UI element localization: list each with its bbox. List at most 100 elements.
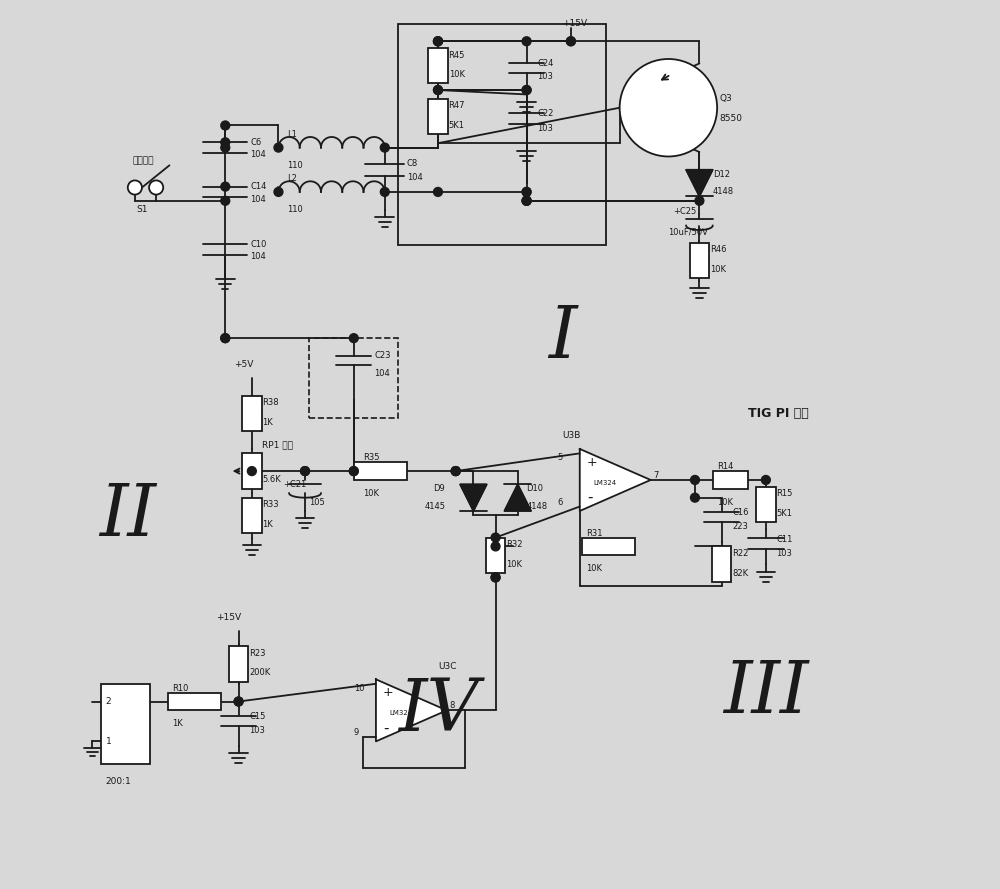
- Text: 110: 110: [287, 161, 303, 170]
- Text: D10: D10: [527, 485, 544, 493]
- Text: C14: C14: [250, 182, 266, 191]
- Text: R33: R33: [262, 501, 279, 509]
- Circle shape: [522, 196, 531, 205]
- Circle shape: [522, 196, 531, 205]
- Bar: [354, 462, 407, 480]
- Circle shape: [234, 697, 243, 706]
- Text: R38: R38: [262, 398, 279, 407]
- Circle shape: [451, 467, 460, 476]
- Circle shape: [434, 36, 442, 45]
- Circle shape: [301, 467, 309, 476]
- Text: 103: 103: [249, 726, 265, 735]
- Circle shape: [522, 85, 531, 94]
- Circle shape: [301, 467, 309, 476]
- Text: R22: R22: [732, 549, 749, 558]
- Circle shape: [247, 467, 256, 476]
- Text: C16: C16: [732, 509, 749, 517]
- Text: 10K: 10K: [506, 560, 522, 569]
- Text: II: II: [99, 480, 156, 550]
- Circle shape: [522, 196, 531, 205]
- Text: L2: L2: [287, 174, 297, 183]
- Text: LM324: LM324: [593, 479, 616, 485]
- Circle shape: [349, 333, 358, 342]
- Bar: [229, 646, 248, 682]
- Circle shape: [221, 333, 230, 342]
- Polygon shape: [504, 485, 531, 511]
- Circle shape: [434, 85, 442, 94]
- Text: Q3: Q3: [720, 94, 733, 103]
- Text: R14: R14: [717, 462, 733, 471]
- Text: 223: 223: [732, 523, 748, 532]
- Text: +: +: [587, 456, 597, 469]
- Circle shape: [380, 143, 389, 152]
- Text: 1K: 1K: [262, 418, 273, 427]
- Text: 10uF/50V: 10uF/50V: [668, 228, 708, 236]
- Text: R15: R15: [777, 489, 793, 498]
- Polygon shape: [376, 679, 447, 741]
- Circle shape: [761, 476, 770, 485]
- Circle shape: [434, 36, 442, 45]
- Text: 10K: 10K: [586, 565, 602, 573]
- Bar: [712, 547, 731, 582]
- Text: R10: R10: [172, 684, 188, 693]
- Text: 1K: 1K: [262, 520, 273, 529]
- Text: C6: C6: [250, 138, 261, 147]
- Circle shape: [522, 36, 531, 45]
- Text: 5.6K: 5.6K: [262, 476, 281, 485]
- Text: R45: R45: [449, 51, 465, 60]
- Text: 103: 103: [537, 72, 553, 81]
- Text: 6: 6: [558, 498, 563, 507]
- Text: C10: C10: [250, 240, 266, 249]
- Text: 5: 5: [558, 453, 563, 462]
- Text: 104: 104: [250, 150, 266, 159]
- Circle shape: [274, 143, 283, 152]
- Text: RP1 给定: RP1 给定: [262, 440, 293, 449]
- Text: 82K: 82K: [732, 568, 748, 578]
- Text: C15: C15: [249, 712, 266, 721]
- Polygon shape: [580, 449, 651, 511]
- Circle shape: [149, 180, 163, 195]
- Circle shape: [221, 182, 230, 191]
- Text: +15V: +15V: [216, 613, 242, 621]
- Circle shape: [491, 542, 500, 551]
- Text: 4145: 4145: [425, 502, 446, 511]
- Text: C8: C8: [407, 159, 418, 168]
- Bar: [242, 396, 262, 431]
- Text: 4148: 4148: [713, 188, 734, 196]
- Text: 103: 103: [537, 124, 553, 132]
- Bar: [486, 538, 505, 573]
- Text: 控制开关: 控制开关: [132, 156, 154, 165]
- Polygon shape: [460, 485, 487, 511]
- Text: 8550: 8550: [720, 114, 743, 123]
- Circle shape: [691, 493, 699, 502]
- Circle shape: [274, 188, 283, 196]
- Circle shape: [620, 59, 717, 156]
- Text: 9: 9: [354, 728, 359, 737]
- Circle shape: [221, 121, 230, 130]
- Bar: [309, 338, 398, 418]
- Text: S1: S1: [137, 205, 148, 214]
- Text: U3B: U3B: [562, 431, 580, 440]
- Text: 200:1: 200:1: [106, 777, 131, 786]
- Text: 5K1: 5K1: [449, 121, 465, 130]
- Text: 8: 8: [449, 701, 455, 710]
- Text: 103: 103: [777, 549, 792, 558]
- Circle shape: [695, 196, 704, 205]
- Bar: [690, 243, 709, 278]
- Text: 2: 2: [106, 697, 111, 706]
- Text: L1: L1: [287, 130, 297, 139]
- Text: 1K: 1K: [172, 719, 183, 728]
- Text: R47: R47: [449, 101, 465, 110]
- Text: 104: 104: [250, 195, 266, 204]
- Text: +: +: [383, 686, 394, 699]
- Bar: [242, 453, 262, 489]
- Circle shape: [566, 36, 575, 45]
- Bar: [398, 23, 606, 245]
- Circle shape: [451, 467, 460, 476]
- Text: R23: R23: [249, 649, 266, 658]
- Text: 1: 1: [106, 737, 111, 746]
- Bar: [242, 498, 262, 533]
- Circle shape: [234, 697, 243, 706]
- Text: D9: D9: [434, 485, 445, 493]
- Text: 110: 110: [287, 205, 303, 214]
